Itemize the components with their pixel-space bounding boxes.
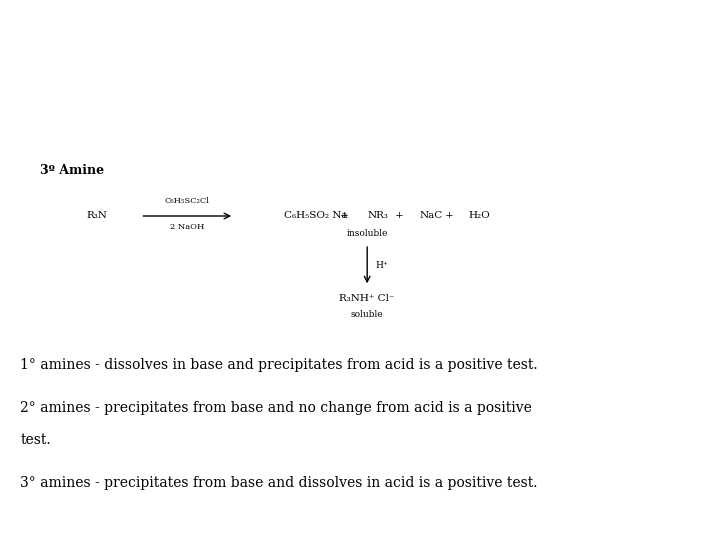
Text: R₃NH⁺ Cl⁻: R₃NH⁺ Cl⁻ — [339, 294, 395, 302]
Text: +: + — [340, 212, 348, 220]
Text: H⁺: H⁺ — [376, 261, 389, 269]
Text: 2° amines - precipitates from base and no change from acid is a positive: 2° amines - precipitates from base and n… — [20, 401, 532, 415]
Text: insoluble: insoluble — [346, 229, 388, 238]
Text: NaC: NaC — [419, 212, 442, 220]
Text: H₂O: H₂O — [468, 212, 490, 220]
Text: +: + — [395, 212, 404, 220]
Text: R₃N: R₃N — [87, 212, 107, 220]
Text: test.: test. — [20, 433, 51, 447]
Text: 3º Amine: 3º Amine — [40, 164, 104, 177]
Text: 3° amines - precipitates from base and dissolves in acid is a positive test.: 3° amines - precipitates from base and d… — [20, 476, 538, 490]
Text: +: + — [445, 212, 454, 220]
Text: C₆H₅SO₂ Na: C₆H₅SO₂ Na — [284, 212, 348, 220]
Text: C₆H₅SC₂Cl: C₆H₅SC₂Cl — [165, 197, 210, 205]
Text: 2 NaOH: 2 NaOH — [170, 223, 204, 231]
Text: 1° amines - dissolves in base and precipitates from acid is a positive test.: 1° amines - dissolves in base and precip… — [20, 357, 538, 372]
Text: NR₃: NR₃ — [367, 212, 388, 220]
Text: soluble: soluble — [351, 310, 384, 319]
